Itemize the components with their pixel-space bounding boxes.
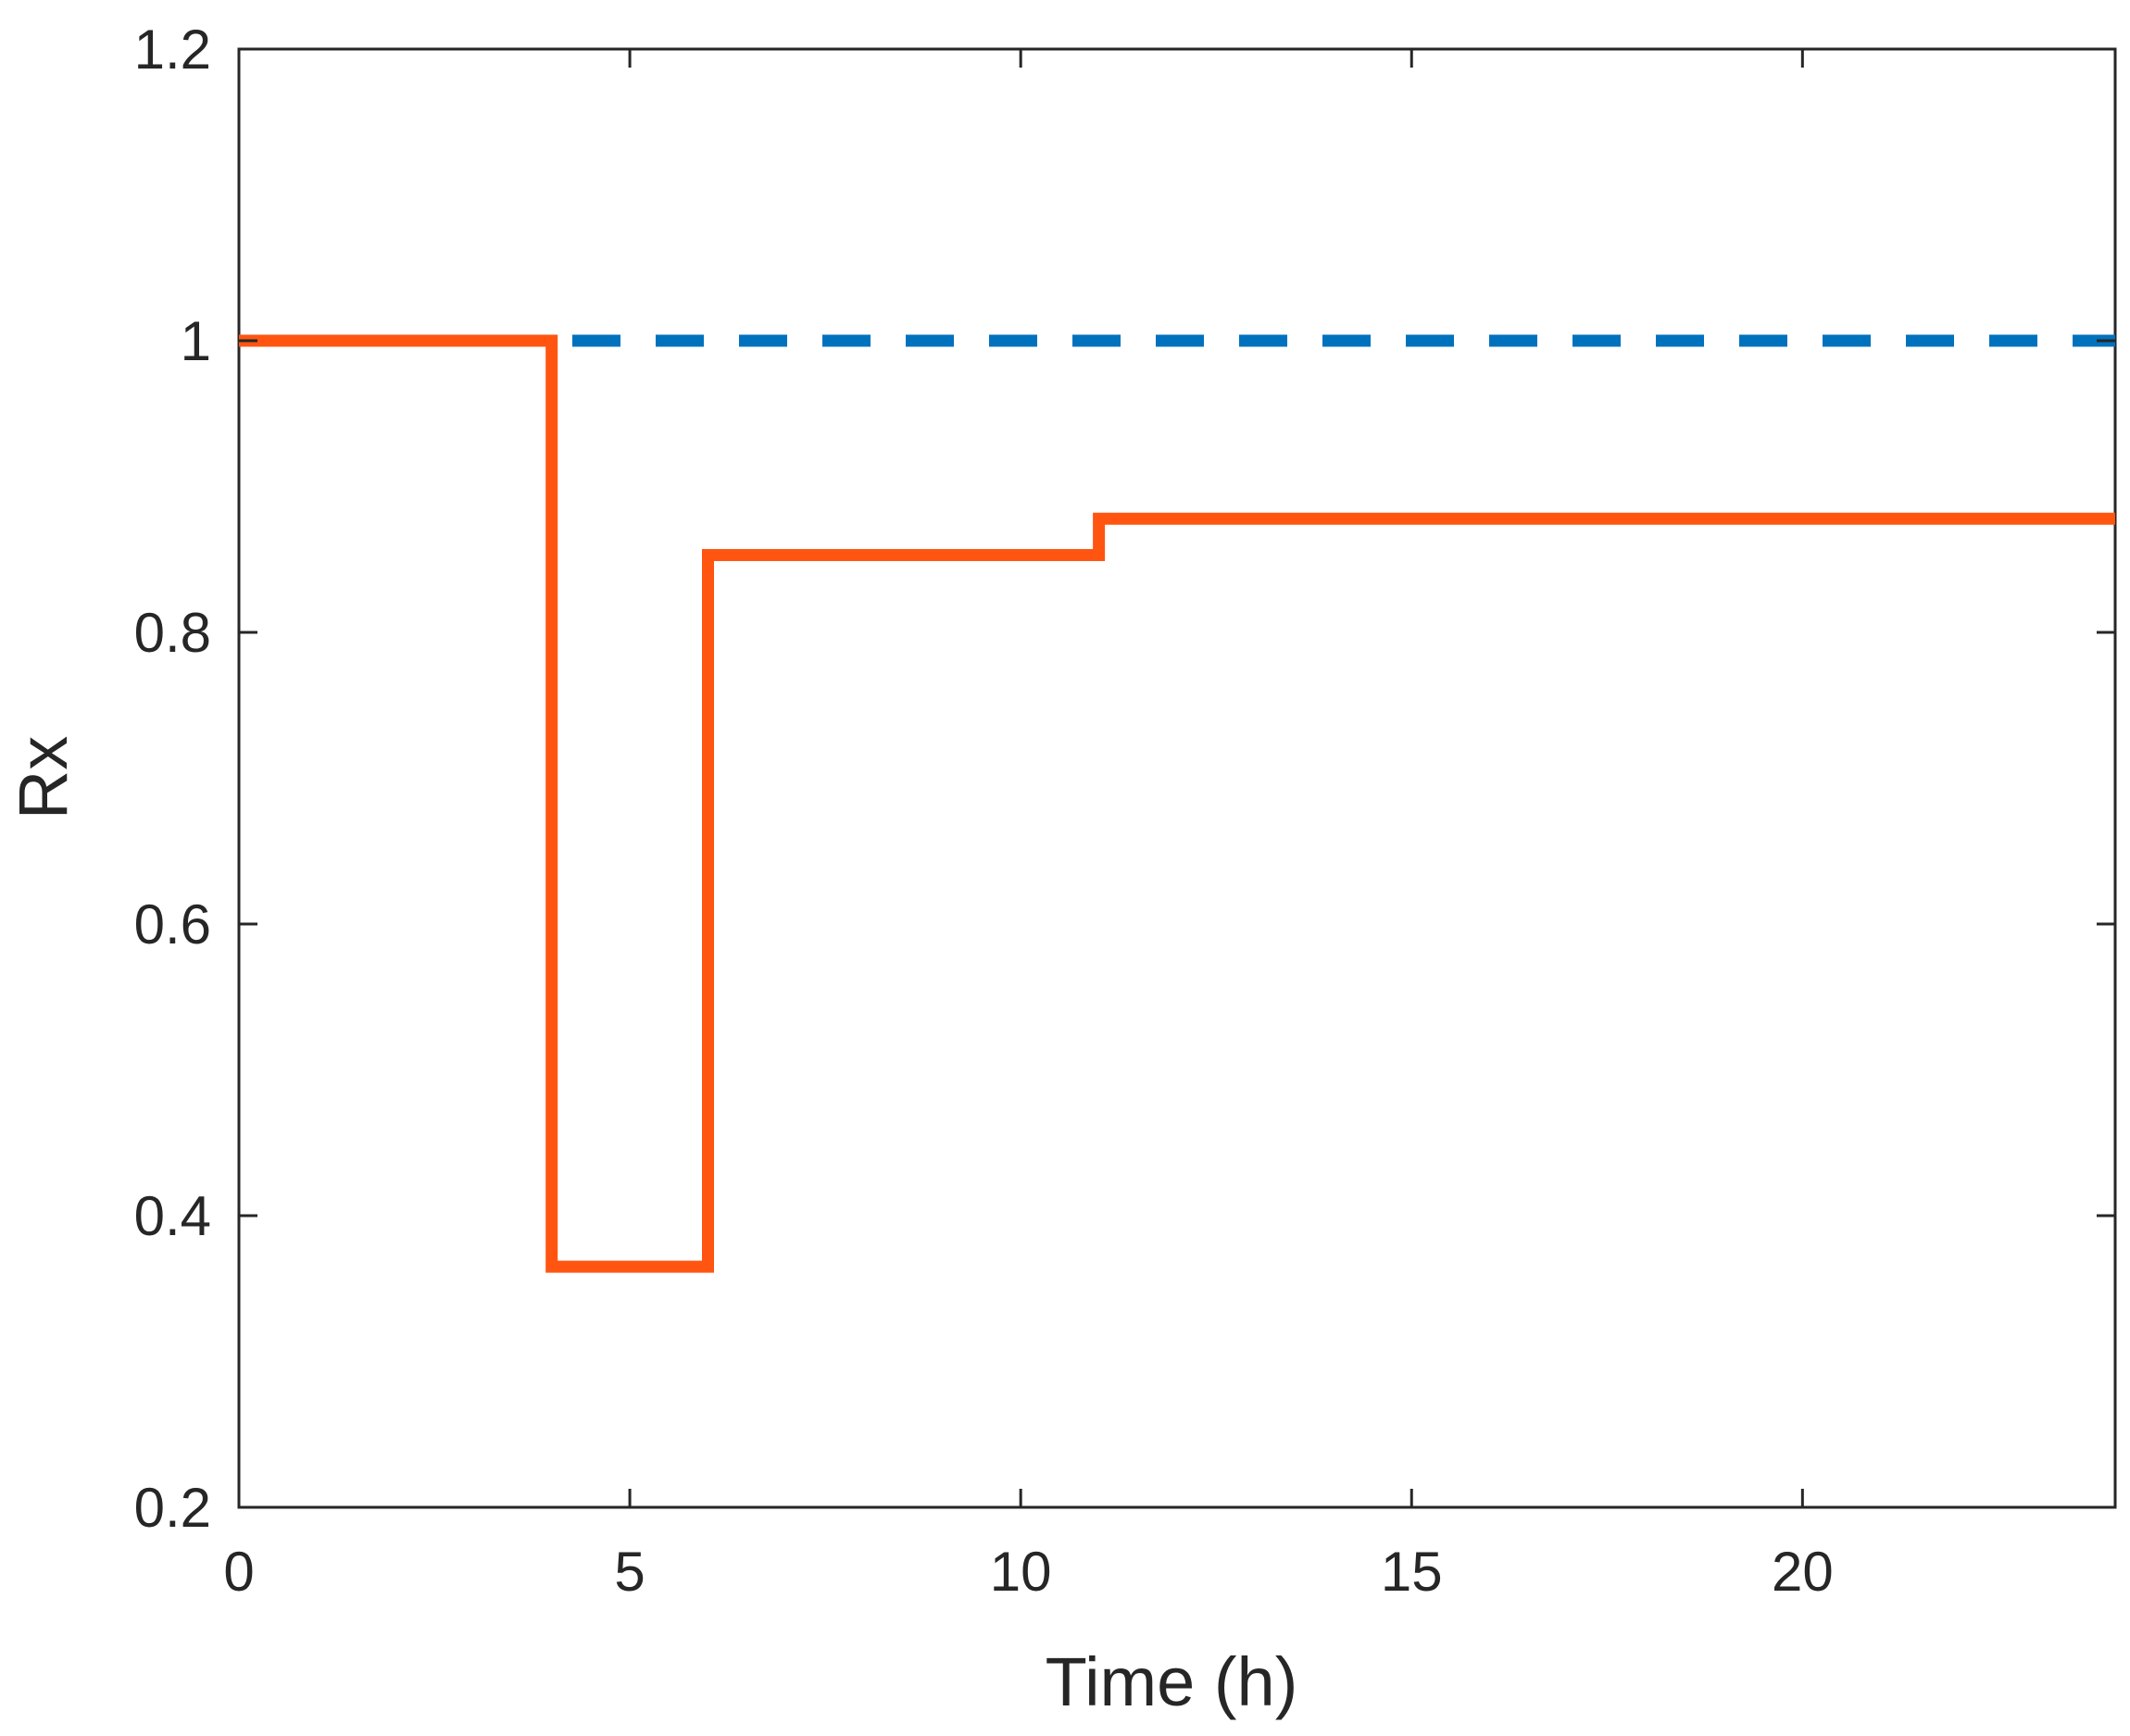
plot-area [237, 47, 2117, 1509]
x-axis-title: Time (h) [1046, 1643, 1298, 1720]
x-tick-label: 15 [1381, 1541, 1443, 1603]
y-tick-label: 0.6 [134, 893, 211, 955]
y-axis-title: Rx [5, 736, 81, 819]
x-tick-label: 10 [990, 1541, 1052, 1603]
y-tick-label: 0.8 [134, 602, 211, 664]
y-tick-label: 0.2 [134, 1477, 211, 1539]
series-layer [239, 334, 2115, 1273]
y-tick-label: 1 [181, 310, 211, 372]
y-tick-label: 0.4 [134, 1185, 211, 1247]
x-tick-label: 5 [614, 1541, 645, 1603]
tick-layer: 0 5 10 15 20 0.2 0.4 0.6 0.8 1 1.2 [134, 19, 2115, 1603]
x-tick-label: 20 [1772, 1541, 1834, 1603]
x-tick-label: 0 [223, 1541, 254, 1603]
y-tick-label: 1.2 [134, 19, 211, 81]
series-line-2 [239, 334, 2115, 1273]
axes-box [237, 47, 2117, 1509]
